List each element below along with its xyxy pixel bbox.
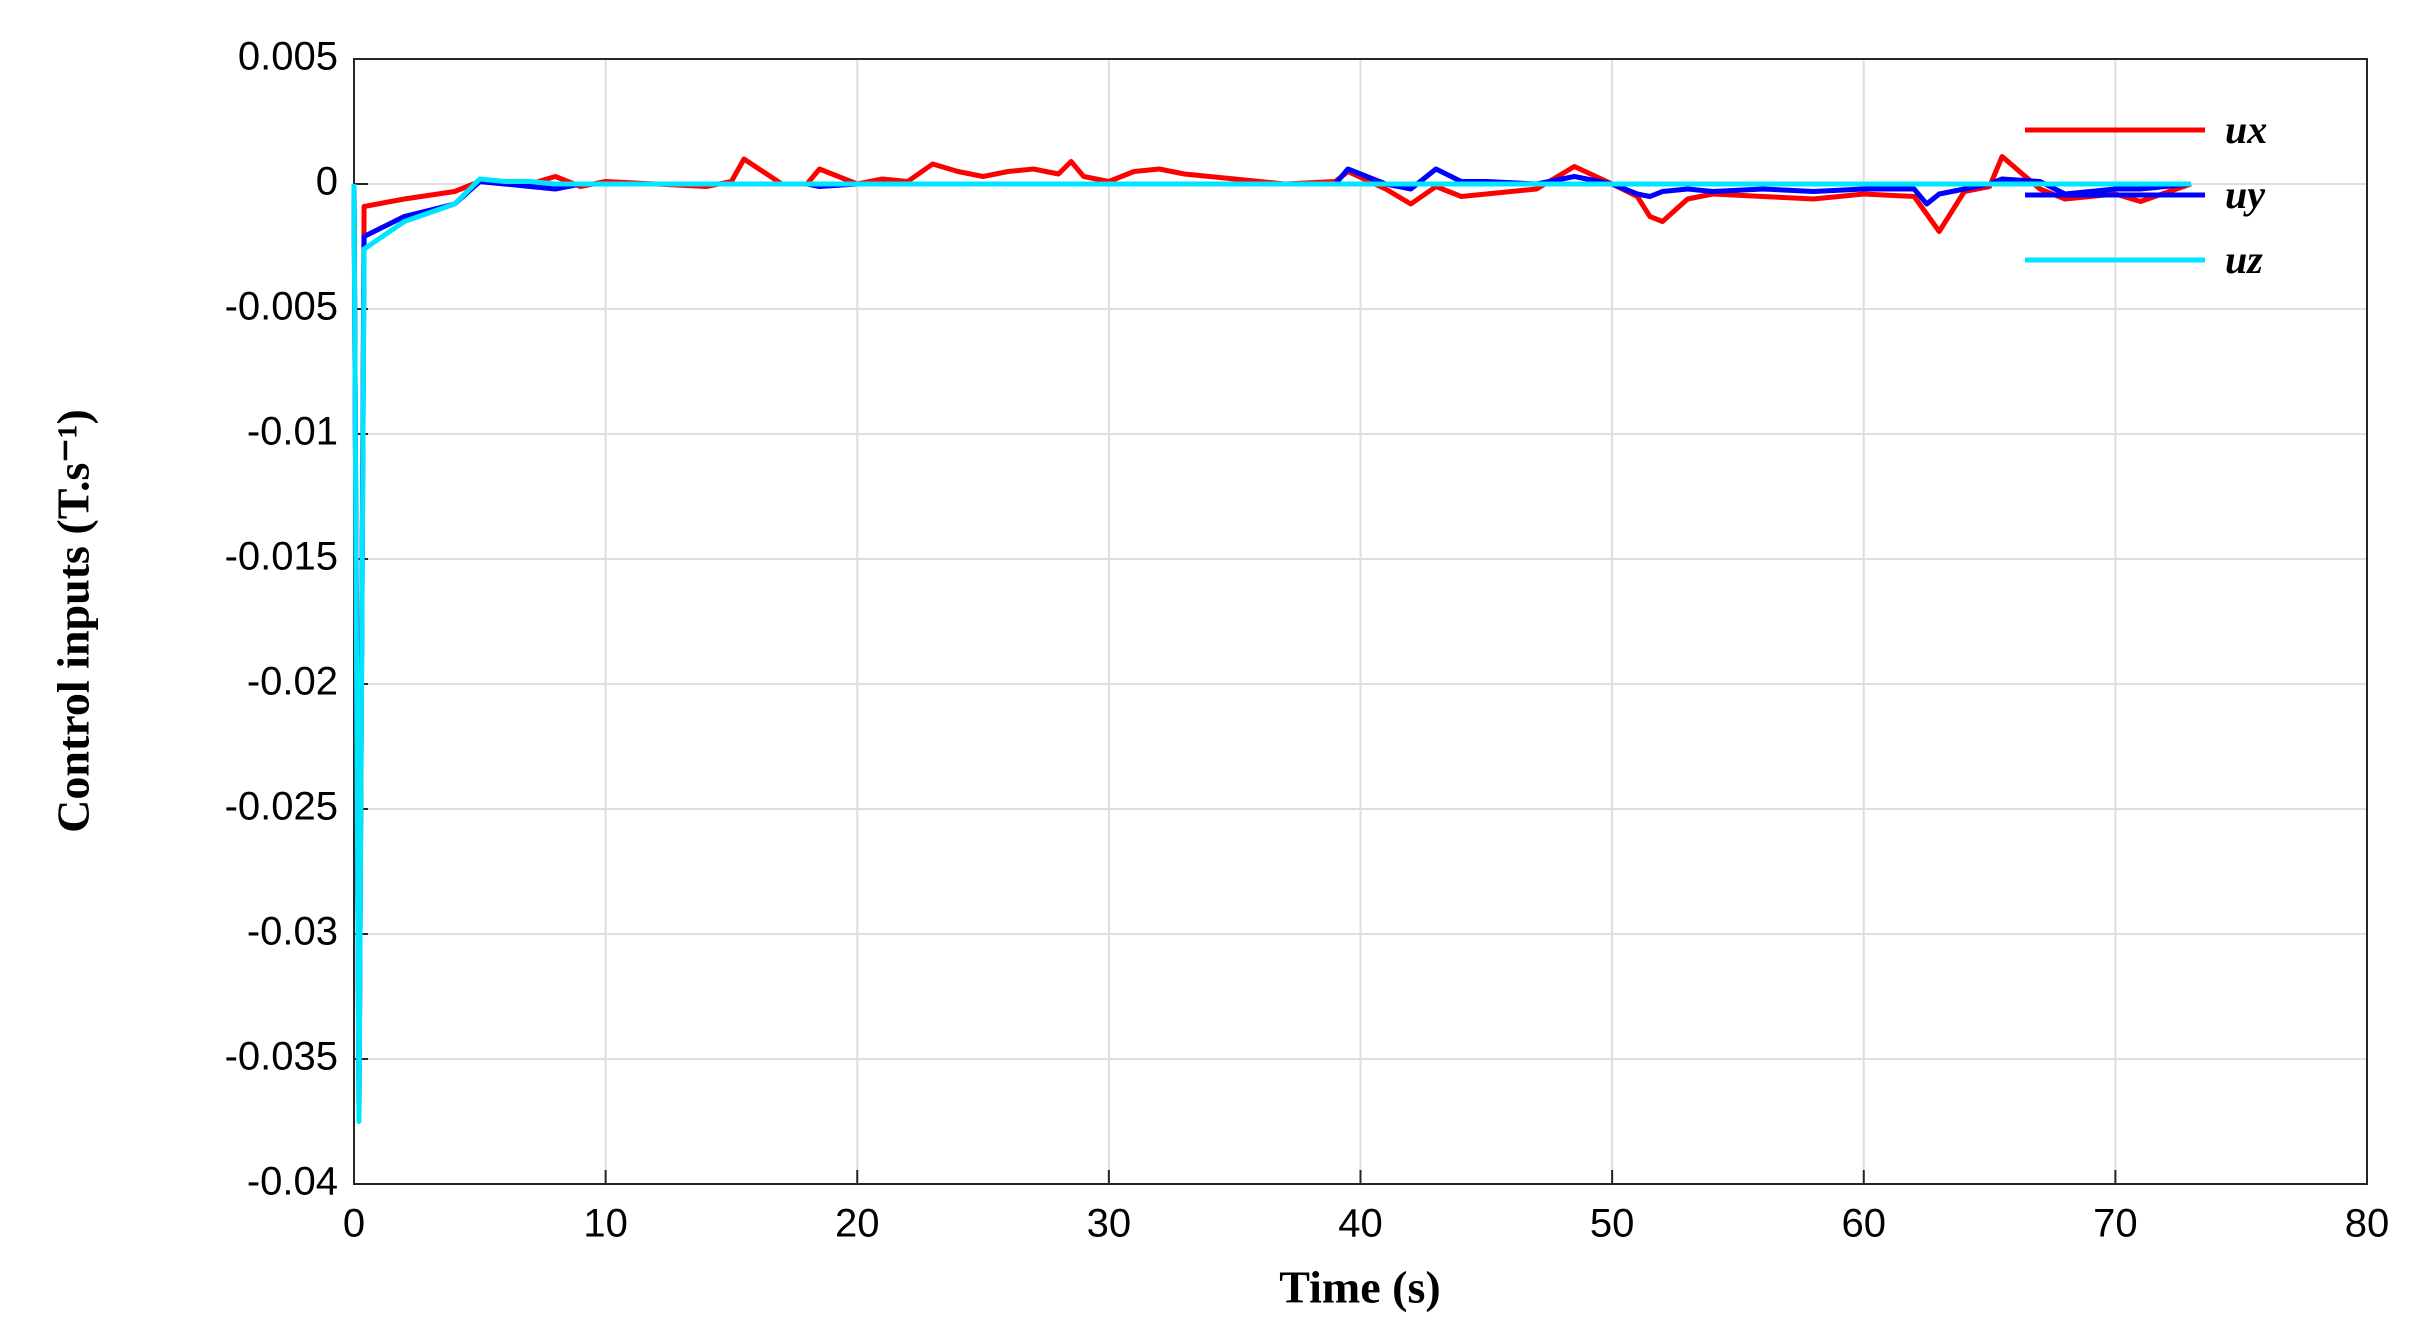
x-tick-label: 40 xyxy=(1338,1202,1383,1246)
x-tick-label: 50 xyxy=(1590,1202,1635,1246)
x-axis-label: Time (s) xyxy=(1279,1262,1440,1313)
y-tick-label: 0 xyxy=(316,160,338,204)
x-tick-label: 0 xyxy=(343,1202,365,1246)
y-tick-label: -0.005 xyxy=(225,285,338,329)
y-tick-label: -0.01 xyxy=(247,410,338,454)
y-tick-label: -0.035 xyxy=(225,1035,338,1079)
x-tick-label: 30 xyxy=(1087,1202,1132,1246)
x-tick-label: 60 xyxy=(1842,1202,1887,1246)
y-tick-label: -0.04 xyxy=(247,1160,338,1204)
y-tick-label: -0.03 xyxy=(247,910,338,954)
x-tick-label: 10 xyxy=(583,1202,628,1246)
legend-label: uz xyxy=(2225,237,2263,282)
legend-label: uy xyxy=(2225,172,2265,217)
x-tick-label: 80 xyxy=(2345,1202,2390,1246)
x-tick-label: 70 xyxy=(2093,1202,2138,1246)
legend-label: ux xyxy=(2225,107,2267,152)
y-tick-label: -0.015 xyxy=(225,535,338,579)
y-axis-label: Control inputs (T.s⁻¹) xyxy=(48,409,99,833)
series-line xyxy=(351,176,2191,1124)
y-tick-label: -0.025 xyxy=(225,785,338,829)
y-tick-label: -0.02 xyxy=(247,660,338,704)
y-tick-label: 0.005 xyxy=(238,35,338,79)
x-tick-label: 20 xyxy=(835,1202,880,1246)
